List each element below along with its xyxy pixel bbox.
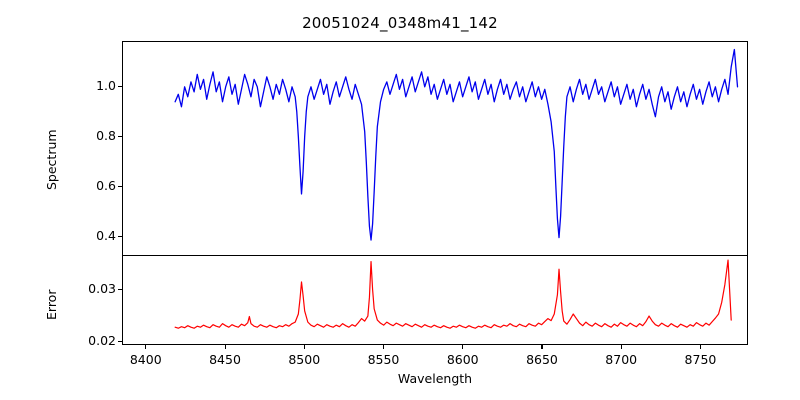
error-line-series <box>123 256 747 344</box>
error-y-tick-0 <box>118 340 122 342</box>
x-tick-5 <box>541 345 543 349</box>
error-y-axis-label: Error <box>44 289 59 320</box>
x-ticklabel-7: 8750 <box>684 352 717 367</box>
x-tick-2 <box>303 345 305 349</box>
error-y-tick-1 <box>118 288 122 290</box>
spectrum-y-tick-3 <box>118 85 122 87</box>
x-tick-4 <box>462 345 464 349</box>
x-tick-0 <box>145 345 147 349</box>
spectrum-y-tick-1 <box>118 185 122 187</box>
error-y-ticklabel-0: 0.02 <box>88 333 116 349</box>
x-tick-1 <box>224 345 226 349</box>
x-ticklabel-1: 8450 <box>209 352 241 367</box>
x-axis-label: Wavelength <box>397 371 473 386</box>
x-tick-7 <box>699 345 702 349</box>
x-ticklabel-4: 8600 <box>446 352 479 367</box>
x-ticklabel-3: 8550 <box>367 352 400 367</box>
x-ticklabel-6: 8700 <box>605 352 638 367</box>
error-plot-panel <box>122 255 748 345</box>
spectrum-line-series <box>123 42 747 255</box>
x-tick-3 <box>382 345 385 349</box>
spectrum-y-tick-2 <box>118 135 122 137</box>
chart-title: 20051024_0348m41_142 <box>302 14 498 32</box>
x-ticklabel-2: 8500 <box>288 352 321 367</box>
spectrum-y-tick-0 <box>118 235 122 237</box>
spectrum-y-ticklabel-1: 0.6 <box>96 178 116 194</box>
spectrum-y-axis-label: Spectrum <box>44 129 59 190</box>
x-tick-6 <box>620 345 622 349</box>
spectrum-y-ticklabel-2: 0.8 <box>96 128 116 144</box>
spectrum-plot-panel <box>122 41 748 255</box>
spectrum-y-ticklabel-0: 0.4 <box>96 228 116 244</box>
spectrum-y-ticklabel-3: 1.0 <box>96 78 116 94</box>
error-y-ticklabel-1: 0.03 <box>88 281 116 297</box>
x-ticklabel-5: 8650 <box>526 352 558 367</box>
x-ticklabel-0: 8400 <box>129 352 162 367</box>
